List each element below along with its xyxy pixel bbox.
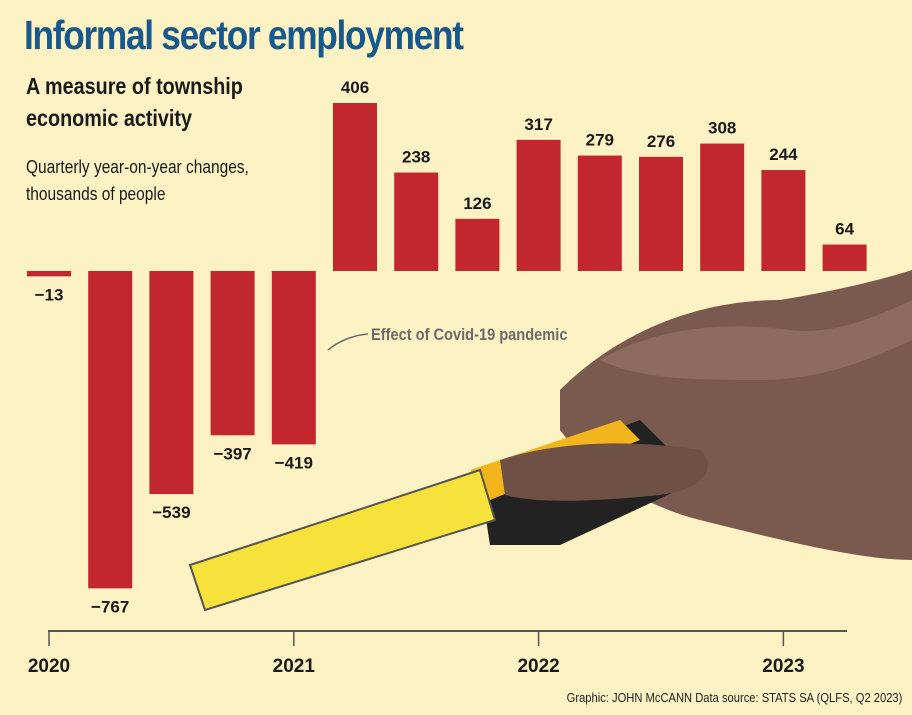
bar-value-label: −539 xyxy=(152,503,190,522)
bar-value-label: 238 xyxy=(402,148,430,167)
annotation-text: Effect of Covid-19 pandemic xyxy=(371,326,568,344)
source-credit: Graphic: JOHN McCANN Data source: STATS … xyxy=(566,690,902,705)
x-tick-label: 2020 xyxy=(28,656,70,677)
bar-value-label: −13 xyxy=(35,285,64,304)
hand-with-tape-measure-illustration xyxy=(188,270,912,612)
bar xyxy=(88,271,133,589)
bar-value-label: 317 xyxy=(524,115,552,134)
bar-value-label: −397 xyxy=(213,444,251,463)
bar-value-label: 308 xyxy=(708,119,736,138)
bar xyxy=(455,218,500,271)
bar xyxy=(210,271,255,436)
bar xyxy=(149,271,194,495)
bar-value-label: 64 xyxy=(835,220,854,239)
bar xyxy=(271,271,316,445)
bar xyxy=(639,156,683,271)
bar-value-label: 279 xyxy=(586,131,614,150)
x-tick-label: 2021 xyxy=(273,656,316,677)
bar xyxy=(27,271,71,277)
bar xyxy=(333,103,377,271)
chart-title: Informal sector employment xyxy=(24,12,464,58)
bar-value-label: 126 xyxy=(463,194,491,213)
x-tick-label: 2023 xyxy=(762,656,804,677)
bar xyxy=(577,155,622,271)
x-tick-label: 2022 xyxy=(517,656,559,677)
annotation-leader-line xyxy=(327,333,369,351)
bar-value-label: 244 xyxy=(769,145,798,164)
chart-description: Quarterly year-on-year changes, thousand… xyxy=(26,157,249,204)
bar xyxy=(516,139,561,271)
bar-value-label: −419 xyxy=(275,453,313,472)
chart-subtitle: A measure of township economic activity xyxy=(26,73,243,131)
bar-value-label: −767 xyxy=(91,597,129,616)
bar-value-label: 276 xyxy=(647,132,675,151)
bar xyxy=(394,172,439,271)
bar xyxy=(700,143,745,271)
bar xyxy=(761,170,806,271)
bar xyxy=(822,244,867,271)
bar-value-label: 406 xyxy=(341,78,369,97)
